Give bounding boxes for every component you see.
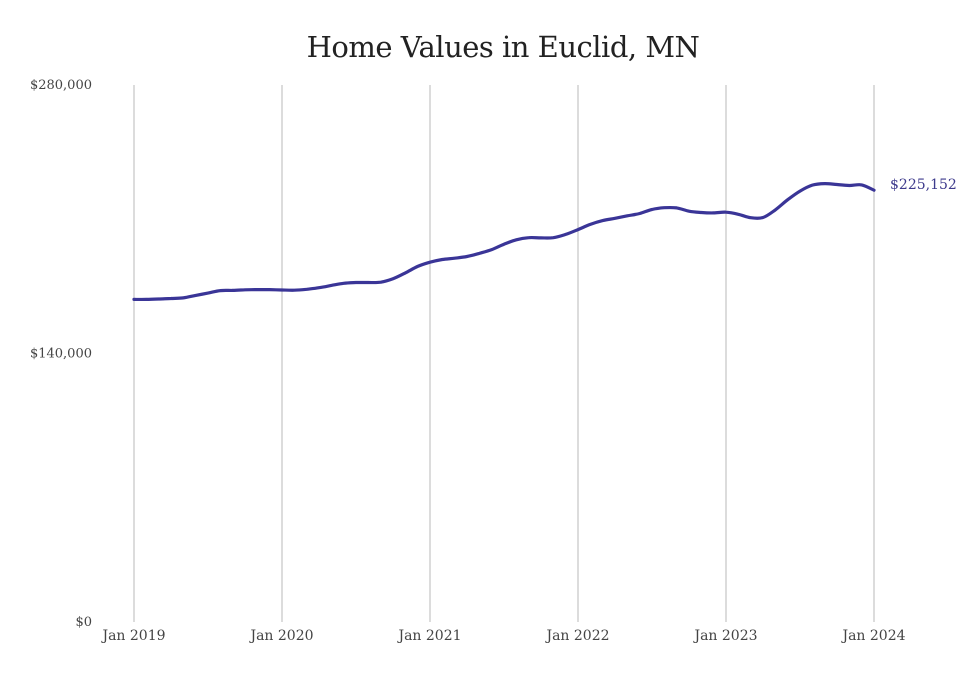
- x-tick-label: Jan 2024: [840, 628, 905, 644]
- chart-title: Home Values in Euclid, MN: [306, 30, 700, 64]
- y-axis-ticks: $280,000 $140,000 $0: [30, 78, 92, 630]
- x-tick-label: Jan 2020: [248, 628, 313, 644]
- x-gridlines: [133, 85, 875, 622]
- x-tick-label: Jan 2022: [544, 628, 609, 644]
- x-tick-label: Jan 2019: [100, 628, 165, 644]
- x-axis-ticks: Jan 2019 Jan 2020 Jan 2021 Jan 2022 Jan 2023…: [100, 628, 905, 644]
- x-tick-label: Jan 2021: [396, 628, 461, 644]
- end-value-label: $225,152: [890, 177, 957, 193]
- y-tick-label: $0: [75, 615, 92, 630]
- y-tick-label: $280,000: [30, 78, 92, 93]
- y-tick-label: $140,000: [30, 347, 92, 362]
- x-tick-label: Jan 2023: [692, 628, 757, 644]
- home-value-line: [132, 181, 876, 302]
